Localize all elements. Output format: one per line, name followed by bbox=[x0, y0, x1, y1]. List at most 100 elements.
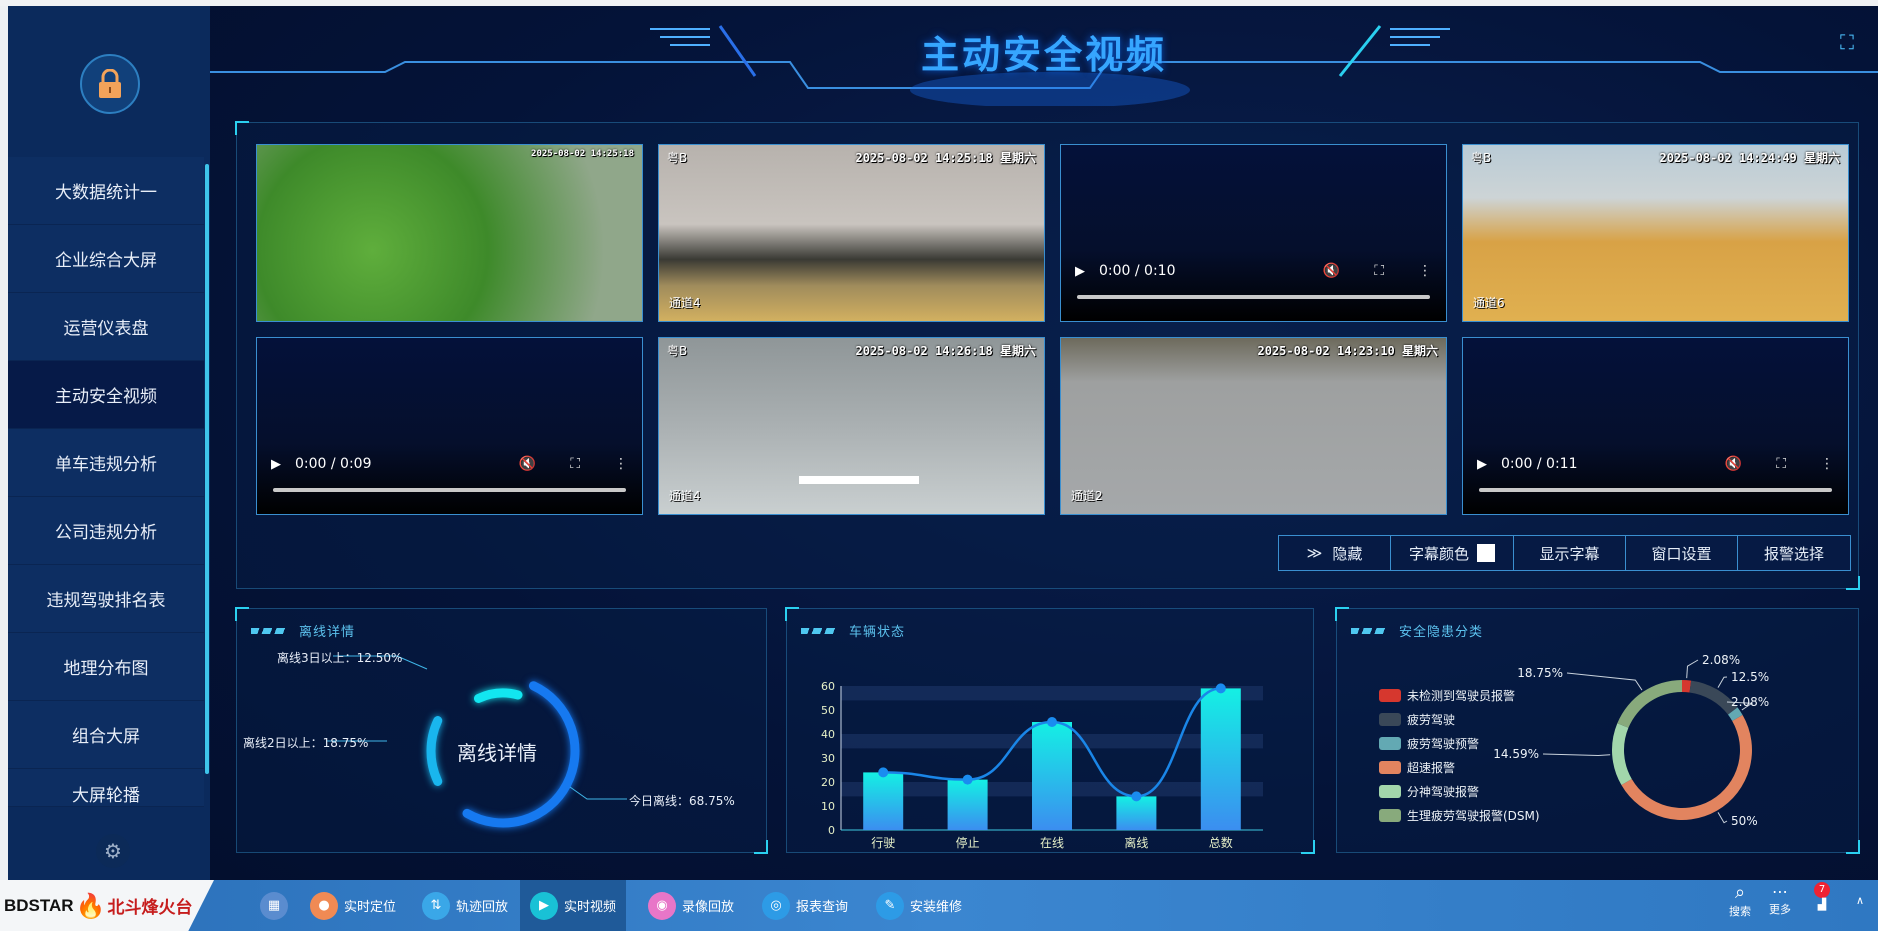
legend-item[interactable]: 生理疲劳驾驶报警(DSM) bbox=[1379, 807, 1540, 824]
play-icon[interactable]: ▶ bbox=[271, 456, 281, 472]
flame-icon: 🔥 bbox=[75, 891, 106, 920]
color-swatch[interactable] bbox=[1477, 544, 1496, 562]
taskbar-track[interactable]: ⇅ 轨迹回放 bbox=[412, 880, 518, 931]
x-tick-label: 在线 bbox=[1040, 836, 1064, 850]
taskbar-play[interactable]: ▶ 实时视频 bbox=[520, 880, 627, 931]
more-button[interactable]: ⋯ 更多 bbox=[1762, 882, 1798, 917]
sidebar-item[interactable]: 主动安全视频 bbox=[8, 361, 204, 429]
more-icon: ⋯ bbox=[1772, 882, 1788, 901]
sidebar-item[interactable]: 违规驾驶排名表 bbox=[8, 565, 204, 633]
donut-slice bbox=[1682, 680, 1692, 693]
taskbar-record[interactable]: ◉ 录像回放 bbox=[638, 880, 744, 931]
sidebar-item-label: 运营仪表盘 bbox=[63, 319, 149, 339]
video-snapshot[interactable]: 粤B 2025-08-02 14:26:18 星期六 通道4 bbox=[658, 337, 1045, 515]
sidebar-scrollbar[interactable] bbox=[205, 164, 209, 774]
video-player[interactable]: ▶ 0:00 / 0:09 🔇 ⛶ ⋮ bbox=[256, 337, 643, 515]
video-controls: ▶ 0:00 / 0:09 🔇 ⛶ ⋮ bbox=[271, 454, 628, 474]
video-player[interactable]: ▶ 0:00 / 0:10 🔇 ⛶ ⋮ bbox=[1060, 144, 1447, 322]
hide-button[interactable]: ≫ 隐藏 bbox=[1279, 536, 1391, 570]
mute-icon[interactable]: 🔇 bbox=[1322, 263, 1341, 279]
notification-badge: 7 bbox=[1814, 882, 1830, 898]
brand-logo: BDSTAR 🔥 北斗烽火台 bbox=[0, 880, 214, 931]
video-controls: ▶ 0:00 / 0:11 🔇 ⛶ ⋮ bbox=[1477, 454, 1834, 474]
video-snapshot[interactable]: 2025-08-02 14:23:10 星期六 通道2 bbox=[1060, 337, 1447, 515]
sidebar-item[interactable]: 组合大屏 bbox=[8, 701, 204, 769]
legend-label: 分神驾驶报警 bbox=[1407, 785, 1480, 799]
video-snapshot[interactable]: 粤B 2025-08-02 14:24:49 星期六 通道6 bbox=[1462, 144, 1849, 322]
alarm-select-button[interactable]: 报警选择 bbox=[1738, 536, 1851, 570]
slice-label: 18.75% bbox=[1517, 666, 1563, 680]
slice-label: 2.08% bbox=[1731, 695, 1769, 709]
sidebar-item[interactable]: 运营仪表盘 bbox=[8, 293, 204, 361]
more-options-icon[interactable]: ⋮ bbox=[1820, 456, 1834, 472]
label-leader-line bbox=[1686, 659, 1699, 679]
vehicle-title: 车辆状态 bbox=[849, 625, 906, 640]
sidebar-item[interactable]: 地理分布图 bbox=[8, 633, 204, 701]
lock-button[interactable] bbox=[80, 54, 140, 114]
legend-item[interactable]: 疲劳驾驶 bbox=[1379, 711, 1455, 728]
bar bbox=[947, 779, 988, 830]
offline-today-label: 今日离线：68.75% bbox=[629, 794, 735, 808]
y-tick-label: 60 bbox=[821, 680, 835, 693]
show-subtitle-button[interactable]: 显示字幕 bbox=[1514, 536, 1627, 570]
search-button[interactable]: ⌕ 搜索 bbox=[1722, 882, 1758, 919]
video-progress-bar[interactable] bbox=[1479, 488, 1832, 492]
legend-item[interactable]: 疲劳驾驶预警 bbox=[1379, 735, 1479, 752]
stripes-icon bbox=[801, 627, 837, 634]
legend-label: 疲劳驾驶 bbox=[1407, 713, 1456, 727]
fullscreen-icon[interactable]: ⛶ bbox=[570, 456, 580, 472]
window-settings-button[interactable]: 窗口设置 bbox=[1626, 536, 1739, 570]
legend-item[interactable]: 未检测到驾驶员报警 bbox=[1379, 687, 1515, 704]
legend-item[interactable]: 分神驾驶报警 bbox=[1379, 783, 1479, 800]
dashboard-main: 主动安全视频 ⛶ 2025-08-02 14:25:18 粤B 2025-08-02… bbox=[210, 6, 1878, 880]
bar bbox=[1200, 688, 1241, 830]
settings-button[interactable]: ⚙ bbox=[96, 834, 130, 868]
sidebar-item-label: 单车违规分析 bbox=[55, 455, 157, 475]
video-progress-bar[interactable] bbox=[1077, 295, 1430, 299]
legend-item[interactable]: 超速报警 bbox=[1379, 759, 1455, 776]
sidebar-item[interactable]: 单车违规分析 bbox=[8, 429, 204, 497]
fullscreen-icon[interactable]: ⛶ bbox=[1776, 456, 1786, 472]
sidebar-item[interactable]: 大屏轮播 bbox=[8, 769, 204, 807]
play-icon: ▶ bbox=[530, 891, 558, 920]
legend-swatch bbox=[1379, 737, 1401, 750]
subtitle-color-button[interactable]: 字幕颜色 bbox=[1391, 536, 1515, 570]
channel-overlay: 通道2 bbox=[1071, 489, 1103, 503]
grid-band bbox=[841, 686, 1263, 701]
play-icon[interactable]: ▶ bbox=[1477, 456, 1487, 472]
taskbar-location[interactable]: ● 实时定位 bbox=[300, 880, 406, 931]
plate-overlay: 粤B bbox=[1471, 151, 1492, 165]
video-progress-bar[interactable] bbox=[273, 488, 626, 492]
play-icon[interactable]: ▶ bbox=[1075, 263, 1085, 279]
line-point bbox=[1047, 717, 1057, 727]
more-options-icon[interactable]: ⋮ bbox=[614, 456, 628, 472]
panel-title: 离线详情 bbox=[251, 621, 355, 640]
mute-icon[interactable]: 🔇 bbox=[1724, 456, 1743, 472]
taskbar-wrench[interactable]: ✎ 安装维修 bbox=[866, 880, 972, 931]
legend-label: 生理疲劳驾驶报警(DSM) bbox=[1407, 809, 1540, 823]
fullscreen-icon[interactable]: ⛶ bbox=[1374, 263, 1384, 279]
video-snapshot[interactable]: 粤B 2025-08-02 14:25:18 星期六 通道4 bbox=[658, 144, 1045, 322]
sidebar-item-label: 违规驾驶排名表 bbox=[46, 591, 166, 611]
fullscreen-button[interactable]: ⛶ bbox=[1840, 30, 1864, 54]
taskbar-report[interactable]: ◎ 报表查询 bbox=[752, 880, 858, 931]
subtitle-color-label: 字幕颜色 bbox=[1409, 544, 1470, 563]
sidebar-item[interactable]: 企业综合大屏 bbox=[8, 225, 204, 293]
video-snapshot[interactable]: 2025-08-02 14:25:18 bbox=[256, 144, 643, 322]
label-leader-line bbox=[1717, 812, 1728, 824]
plate-overlay: 粤B bbox=[667, 344, 688, 358]
collapse-button[interactable]: ∧ bbox=[1842, 894, 1878, 907]
sidebar-item[interactable]: 大数据统计一 bbox=[8, 157, 204, 225]
vehicle-status-panel: 车辆状态 0 10 20 30 40 50 60 行驶 停止 在线 离线 总数 bbox=[785, 607, 1315, 854]
notification-button[interactable]: 7 ▟ bbox=[1804, 882, 1840, 911]
video-player[interactable]: ▶ 0:00 / 0:11 🔇 ⛶ ⋮ bbox=[1462, 337, 1849, 515]
legend-swatch bbox=[1379, 809, 1401, 822]
bar bbox=[863, 772, 904, 830]
trend-line bbox=[883, 687, 1221, 798]
video-time: 0:00 / 0:10 bbox=[1099, 263, 1176, 279]
taskbar-apps[interactable]: ▦ bbox=[250, 880, 304, 931]
mute-icon[interactable]: 🔇 bbox=[518, 456, 537, 472]
channel-overlay: 通道4 bbox=[669, 296, 701, 310]
more-options-icon[interactable]: ⋮ bbox=[1418, 263, 1432, 279]
sidebar-item[interactable]: 公司违规分析 bbox=[8, 497, 204, 565]
